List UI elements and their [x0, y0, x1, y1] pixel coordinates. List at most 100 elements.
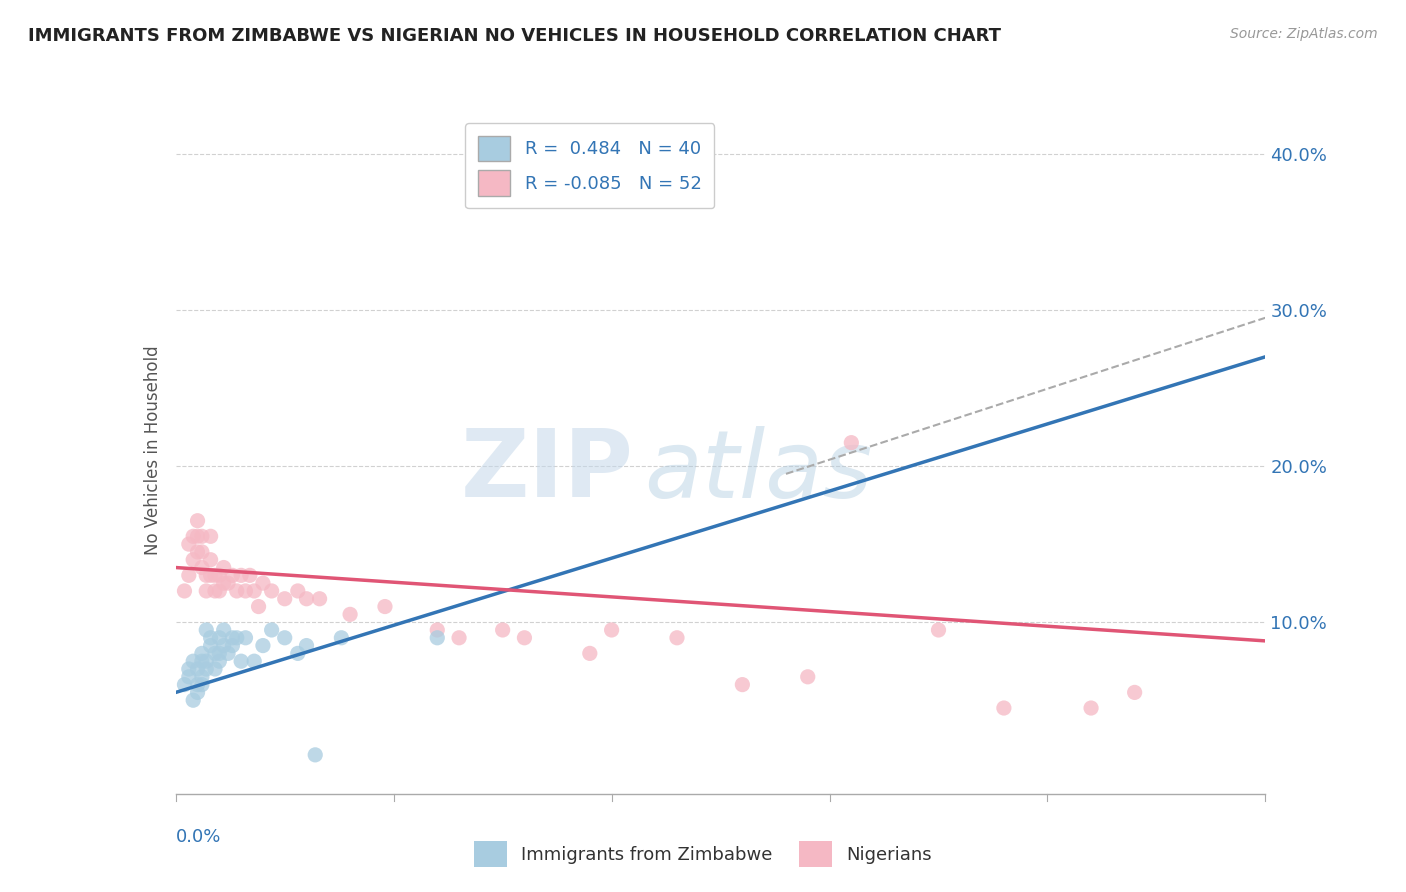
Point [731, 678, 754, 692]
Point [186, 678, 209, 692]
Point [208, 646, 231, 660]
Point [447, 631, 470, 645]
Point [928, 623, 950, 637]
Point [191, 654, 214, 668]
Point [177, 568, 200, 582]
Point [426, 623, 449, 637]
Point [204, 662, 226, 676]
Point [231, 654, 253, 668]
Point [243, 583, 266, 598]
Point [252, 576, 274, 591]
Point [513, 631, 536, 645]
Point [181, 654, 204, 668]
Point [339, 607, 361, 622]
Point [243, 654, 266, 668]
Point [191, 670, 214, 684]
Point [181, 552, 204, 567]
Point [239, 568, 262, 582]
Point [195, 583, 218, 598]
Point [173, 678, 195, 692]
Point [200, 568, 222, 582]
Point [252, 639, 274, 653]
Point [330, 631, 353, 645]
Point [212, 560, 235, 574]
Point [579, 646, 602, 660]
Point [208, 583, 231, 598]
Point [221, 631, 243, 645]
Point [235, 631, 257, 645]
Point [186, 529, 209, 543]
Point [186, 514, 209, 528]
Text: Source: ZipAtlas.com: Source: ZipAtlas.com [1230, 27, 1378, 41]
Point [195, 623, 218, 637]
Y-axis label: No Vehicles in Household: No Vehicles in Household [143, 345, 162, 556]
Point [796, 670, 818, 684]
Legend: R =  0.484   N = 40, R = -0.085   N = 52: R = 0.484 N = 40, R = -0.085 N = 52 [465, 123, 714, 209]
Point [225, 583, 247, 598]
Point [374, 599, 396, 614]
Point [308, 591, 330, 606]
Text: 0.0%: 0.0% [176, 828, 221, 847]
Point [186, 545, 209, 559]
Point [247, 599, 270, 614]
Text: IMMIGRANTS FROM ZIMBABWE VS NIGERIAN NO VEHICLES IN HOUSEHOLD CORRELATION CHART: IMMIGRANTS FROM ZIMBABWE VS NIGERIAN NO … [28, 27, 1001, 45]
Point [195, 654, 218, 668]
Point [204, 646, 226, 660]
Point [186, 685, 209, 699]
Point [191, 545, 214, 559]
Point [204, 583, 226, 598]
Point [260, 583, 283, 598]
Point [235, 583, 257, 598]
Point [181, 693, 204, 707]
Point [200, 639, 222, 653]
Point [260, 623, 283, 637]
Point [173, 583, 195, 598]
Point [200, 529, 222, 543]
Point [195, 662, 218, 676]
Point [195, 568, 218, 582]
Point [221, 639, 243, 653]
Point [212, 576, 235, 591]
Point [186, 662, 209, 676]
Point [208, 631, 231, 645]
Point [1123, 685, 1146, 699]
Point [204, 568, 226, 582]
Legend: Immigrants from Zimbabwe, Nigerians: Immigrants from Zimbabwe, Nigerians [467, 834, 939, 874]
Point [212, 639, 235, 653]
Point [221, 568, 243, 582]
Point [177, 662, 200, 676]
Point [600, 623, 623, 637]
Point [295, 639, 318, 653]
Point [191, 529, 214, 543]
Point [295, 591, 318, 606]
Point [208, 568, 231, 582]
Point [274, 631, 297, 645]
Point [426, 631, 449, 645]
Point [231, 568, 253, 582]
Point [274, 591, 297, 606]
Point [191, 646, 214, 660]
Point [217, 576, 239, 591]
Text: atlas: atlas [644, 425, 873, 516]
Point [666, 631, 689, 645]
Point [200, 552, 222, 567]
Point [191, 560, 214, 574]
Point [492, 623, 515, 637]
Point [841, 435, 863, 450]
Point [191, 678, 214, 692]
Point [993, 701, 1015, 715]
Point [287, 646, 309, 660]
Text: ZIP: ZIP [461, 425, 633, 517]
Point [679, 170, 702, 185]
Point [225, 631, 247, 645]
Point [287, 583, 309, 598]
Point [177, 670, 200, 684]
Point [200, 631, 222, 645]
Point [212, 623, 235, 637]
Point [304, 747, 326, 762]
Point [208, 654, 231, 668]
Point [177, 537, 200, 551]
Point [217, 646, 239, 660]
Point [1080, 701, 1102, 715]
Point [181, 529, 204, 543]
